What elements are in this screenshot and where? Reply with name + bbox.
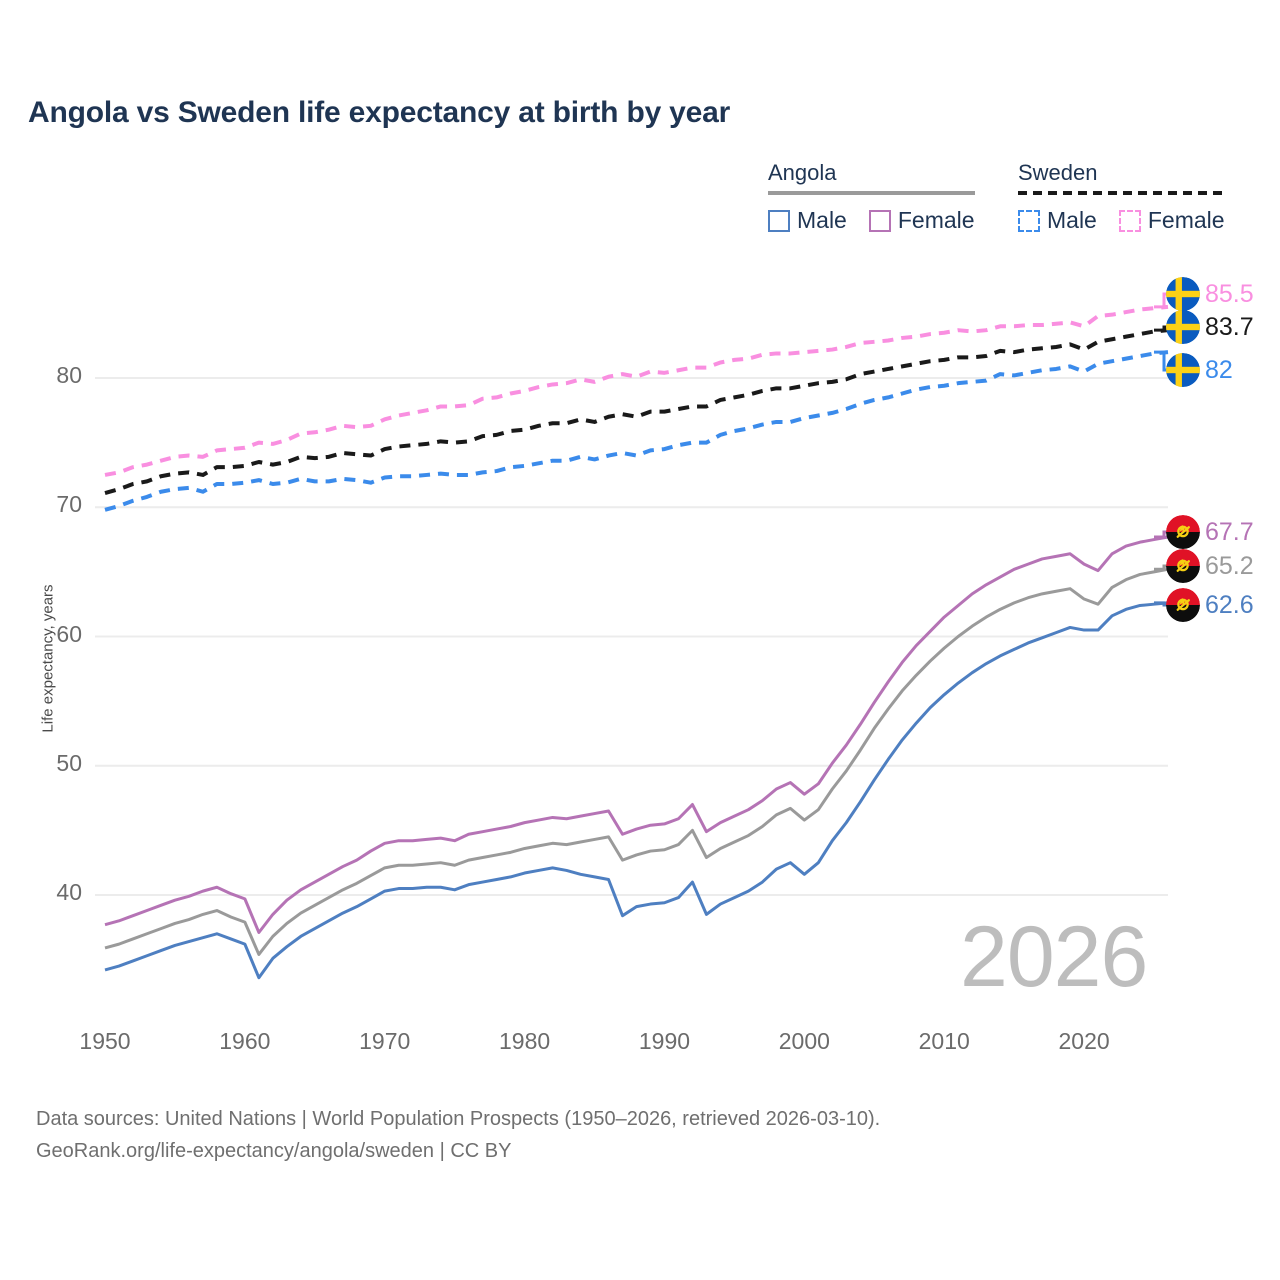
end-label: 82 bbox=[1166, 353, 1233, 387]
legend-country-sweden: Sweden bbox=[1018, 160, 1098, 185]
page-title: Angola vs Sweden life expectancy at birt… bbox=[28, 96, 731, 129]
series-line bbox=[104, 304, 1169, 477]
angola-flag-icon bbox=[1166, 549, 1200, 583]
angola-flag-icon bbox=[1166, 588, 1200, 622]
legend-swatch-icon-sweden-female bbox=[1118, 209, 1141, 232]
sweden-flag-icon bbox=[1166, 353, 1200, 387]
end-label-value: 82 bbox=[1205, 355, 1233, 384]
series-line bbox=[104, 535, 1169, 934]
y-tick-label: 40 bbox=[56, 879, 82, 905]
footer-line-2: GeoRank.org/life-expectancy/angola/swede… bbox=[36, 1139, 512, 1162]
x-tick-label: 1970 bbox=[359, 1028, 411, 1054]
end-label-value: 85.5 bbox=[1205, 279, 1254, 308]
series-line bbox=[104, 601, 1169, 980]
chart-legend: Angola Male Female Sweden Male bbox=[760, 160, 1260, 240]
legend-group-sweden: Sweden Male Female bbox=[1018, 160, 1225, 234]
end-label: 62.6 bbox=[1166, 588, 1254, 622]
y-tick-label: 50 bbox=[56, 749, 82, 776]
footer-credits: Data sources: United Nations | World Pop… bbox=[36, 1104, 880, 1167]
legend-label-sweden-female: Female bbox=[1147, 207, 1225, 233]
end-label: 65.2 bbox=[1166, 549, 1254, 583]
legend-swatch-icon-sweden-male bbox=[1018, 209, 1040, 232]
legend-item-angola-female[interactable]: Female bbox=[868, 207, 975, 234]
y-tick-label: 70 bbox=[56, 491, 82, 518]
y-axis-label: Life expectancy, years bbox=[39, 584, 57, 733]
end-label: 85.5 bbox=[1166, 277, 1254, 311]
x-tick-label: 1950 bbox=[79, 1028, 131, 1054]
legend-swatch-icon-angola-female bbox=[868, 209, 891, 232]
legend-label-sweden-male: Male bbox=[1047, 207, 1097, 233]
end-label: 83.7 bbox=[1166, 310, 1254, 344]
legend-item-sweden-female[interactable]: Female bbox=[1118, 207, 1225, 234]
legend-item-sweden-male[interactable]: Male bbox=[1018, 207, 1097, 234]
sweden-flag-icon bbox=[1166, 277, 1200, 311]
legend-swatch-icon-angola-male bbox=[768, 209, 790, 232]
legend-country-angola: Angola bbox=[768, 160, 837, 185]
y-tick-label: 60 bbox=[56, 620, 82, 647]
end-label: 67.7 bbox=[1166, 515, 1254, 549]
sweden-flag-icon bbox=[1166, 310, 1200, 344]
series-line bbox=[104, 567, 1169, 956]
series-line bbox=[104, 350, 1169, 512]
series-line bbox=[104, 328, 1169, 495]
x-tick-label: 1980 bbox=[499, 1028, 551, 1054]
x-tick-label: 2020 bbox=[1058, 1028, 1110, 1054]
legend-label-angola-male: Male bbox=[797, 207, 847, 233]
x-tick-label: 2010 bbox=[918, 1028, 970, 1054]
x-tick-label: 2000 bbox=[778, 1028, 830, 1054]
y-tick-label: 80 bbox=[56, 362, 82, 388]
x-tick-label: 1960 bbox=[219, 1028, 271, 1054]
legend-item-angola-male[interactable]: Male bbox=[768, 207, 847, 234]
year-watermark: 2026 bbox=[960, 909, 1148, 1005]
legend-rule-angola bbox=[768, 191, 975, 195]
x-tick-label: 1990 bbox=[638, 1028, 691, 1054]
footer-line-1: Data sources: United Nations | World Pop… bbox=[36, 1108, 881, 1130]
angola-flag-icon bbox=[1166, 515, 1200, 549]
end-label-value: 62.6 bbox=[1205, 590, 1254, 619]
end-label-value: 83.7 bbox=[1205, 312, 1254, 341]
end-label-value: 65.2 bbox=[1205, 551, 1254, 580]
end-label-value: 67.7 bbox=[1205, 517, 1254, 546]
legend-group-angola: Angola Male Female bbox=[768, 160, 975, 234]
legend-rule-sweden bbox=[1018, 191, 1225, 195]
legend-label-angola-female: Female bbox=[897, 207, 975, 233]
